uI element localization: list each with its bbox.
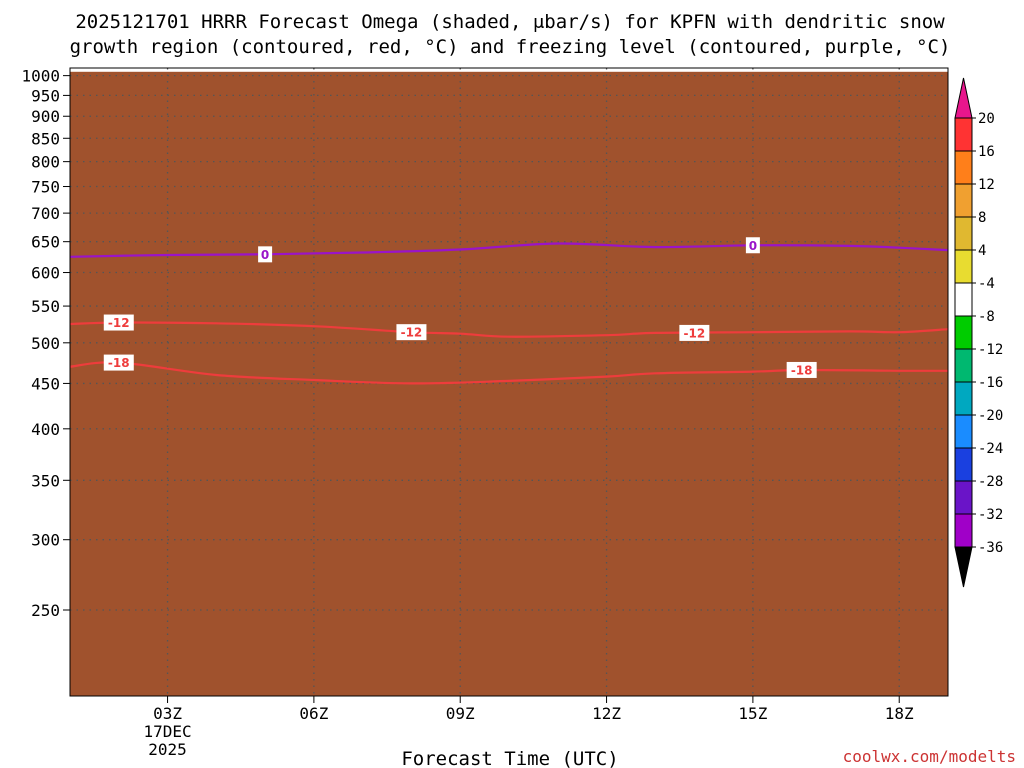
x-tick-date-label: 17DEC (143, 722, 191, 741)
y-tick-label-1000: 1000 (21, 67, 60, 86)
x-tick-label-15Z: 15Z (738, 704, 767, 723)
grid-lines (70, 68, 948, 696)
colorbar-cell-3 (954, 216, 973, 251)
y-tick-label-450: 450 (31, 374, 60, 393)
y-tick-label-400: 400 (31, 420, 60, 439)
colorbar-cell-2 (954, 183, 973, 218)
contour-label-bg-2-1 (745, 237, 760, 254)
colorbar-cell-5 (954, 282, 973, 317)
y-tick-label-250: 250 (31, 601, 60, 620)
y-tick-label-950: 950 (31, 86, 60, 105)
y-tick-label-700: 700 (31, 204, 60, 223)
colorbar-label-1: 16 (978, 144, 995, 160)
colorbar-label-10: -24 (978, 441, 1003, 457)
y-tick-label-750: 750 (31, 178, 60, 197)
contour-label-bg-2-0 (258, 246, 273, 263)
colorbar-cell-4 (954, 249, 973, 284)
colorbar-label-2: 12 (978, 177, 995, 193)
contour-label-bg-0-0 (103, 354, 134, 371)
contour-label-bg-1-0 (103, 314, 134, 331)
colorbar-label-11: -28 (978, 474, 1003, 490)
y-tick-label-800: 800 (31, 153, 60, 172)
contour-label-1-1: -12 (401, 326, 423, 340)
y-tick-label-650: 650 (31, 233, 60, 252)
x-tick-label-18Z: 18Z (885, 704, 914, 723)
contour-line-2 (69, 242, 949, 258)
colorbar-cell-9 (954, 414, 973, 449)
contour-label-bg-0-1 (786, 361, 817, 378)
colorbar-label-4: 4 (978, 243, 986, 259)
colorbar-cell-11 (954, 480, 973, 515)
y-tick-label-850: 850 (31, 129, 60, 148)
colorbar-cell-12 (954, 513, 973, 548)
contour-line-1 (69, 321, 949, 338)
colorbar-over-arrow (954, 77, 973, 119)
contour-label-1-2: -12 (684, 326, 706, 340)
contour-label-2-0: 0 (261, 248, 269, 262)
chart-title-line-2: growth region (contoured, red, °C) and f… (70, 36, 951, 58)
x-tick-label-09Z: 09Z (446, 704, 475, 723)
colorbar-label-0: 20 (978, 111, 995, 127)
colorbar-label-9: -20 (978, 408, 1003, 424)
colorbar-cell-10 (954, 447, 973, 482)
y-tick-label-550: 550 (31, 297, 60, 316)
contour-label-0-1: -18 (791, 363, 813, 377)
colorbar-label-3: 8 (978, 210, 986, 226)
colorbar-label-12: -32 (978, 507, 1003, 523)
x-axis-label: Forecast Time (UTC) (401, 748, 618, 768)
colorbar-cell-1 (954, 150, 973, 185)
colorbar-label-5: -4 (978, 276, 995, 292)
x-tick-year-label: 2025 (148, 740, 187, 759)
colorbar-cell-7 (954, 348, 973, 383)
contour-label-bg-1-2 (679, 324, 710, 341)
y-tick-label-350: 350 (31, 471, 60, 490)
colorbar-label-13: -36 (978, 540, 1003, 556)
contour-label-2-1: 0 (749, 239, 757, 253)
y-tick-label-900: 900 (31, 107, 60, 126)
contour-label-0-0: -18 (108, 356, 130, 370)
colorbar-under-arrow (954, 546, 973, 588)
plot-frame (69, 67, 949, 697)
colorbar-cell-6 (954, 315, 973, 350)
y-axis-tick-labels: 250 300 350 400 450 500 550 600 650 700 750 800 850 9… (21, 67, 70, 620)
colorbar-label-8: -16 (978, 375, 1003, 391)
y-tick-label-300: 300 (31, 531, 60, 550)
x-tick-label-03Z: 03Z (153, 704, 182, 723)
contour-label-1-0: -12 (108, 316, 130, 330)
contour-labels: -18 -18 -12 -12 -12 0 0 (103, 237, 817, 378)
credit-text: coolwx.com/modelts (843, 747, 1016, 766)
colorbar-label-6: -8 (978, 309, 995, 325)
colorbar-label-7: -12 (978, 342, 1003, 358)
contour-label-bg-1-1 (396, 324, 427, 341)
y-tick-label-500: 500 (31, 334, 60, 353)
colorbar: 20 16 12 8 4 -4 -8 -12 -16 -20 -24 -28 -32 -36 (954, 77, 1003, 588)
x-tick-label-12Z: 12Z (592, 704, 621, 723)
colorbar-cell-0 (954, 117, 973, 152)
x-tick-label-06Z: 06Z (299, 704, 328, 723)
y-tick-label-600: 600 (31, 264, 60, 283)
colorbar-cell-8 (954, 381, 973, 416)
ground-surface-band (70, 71, 948, 697)
chart-title-line-1: 2025121701 HRRR Forecast Omega (shaded, … (75, 11, 945, 33)
